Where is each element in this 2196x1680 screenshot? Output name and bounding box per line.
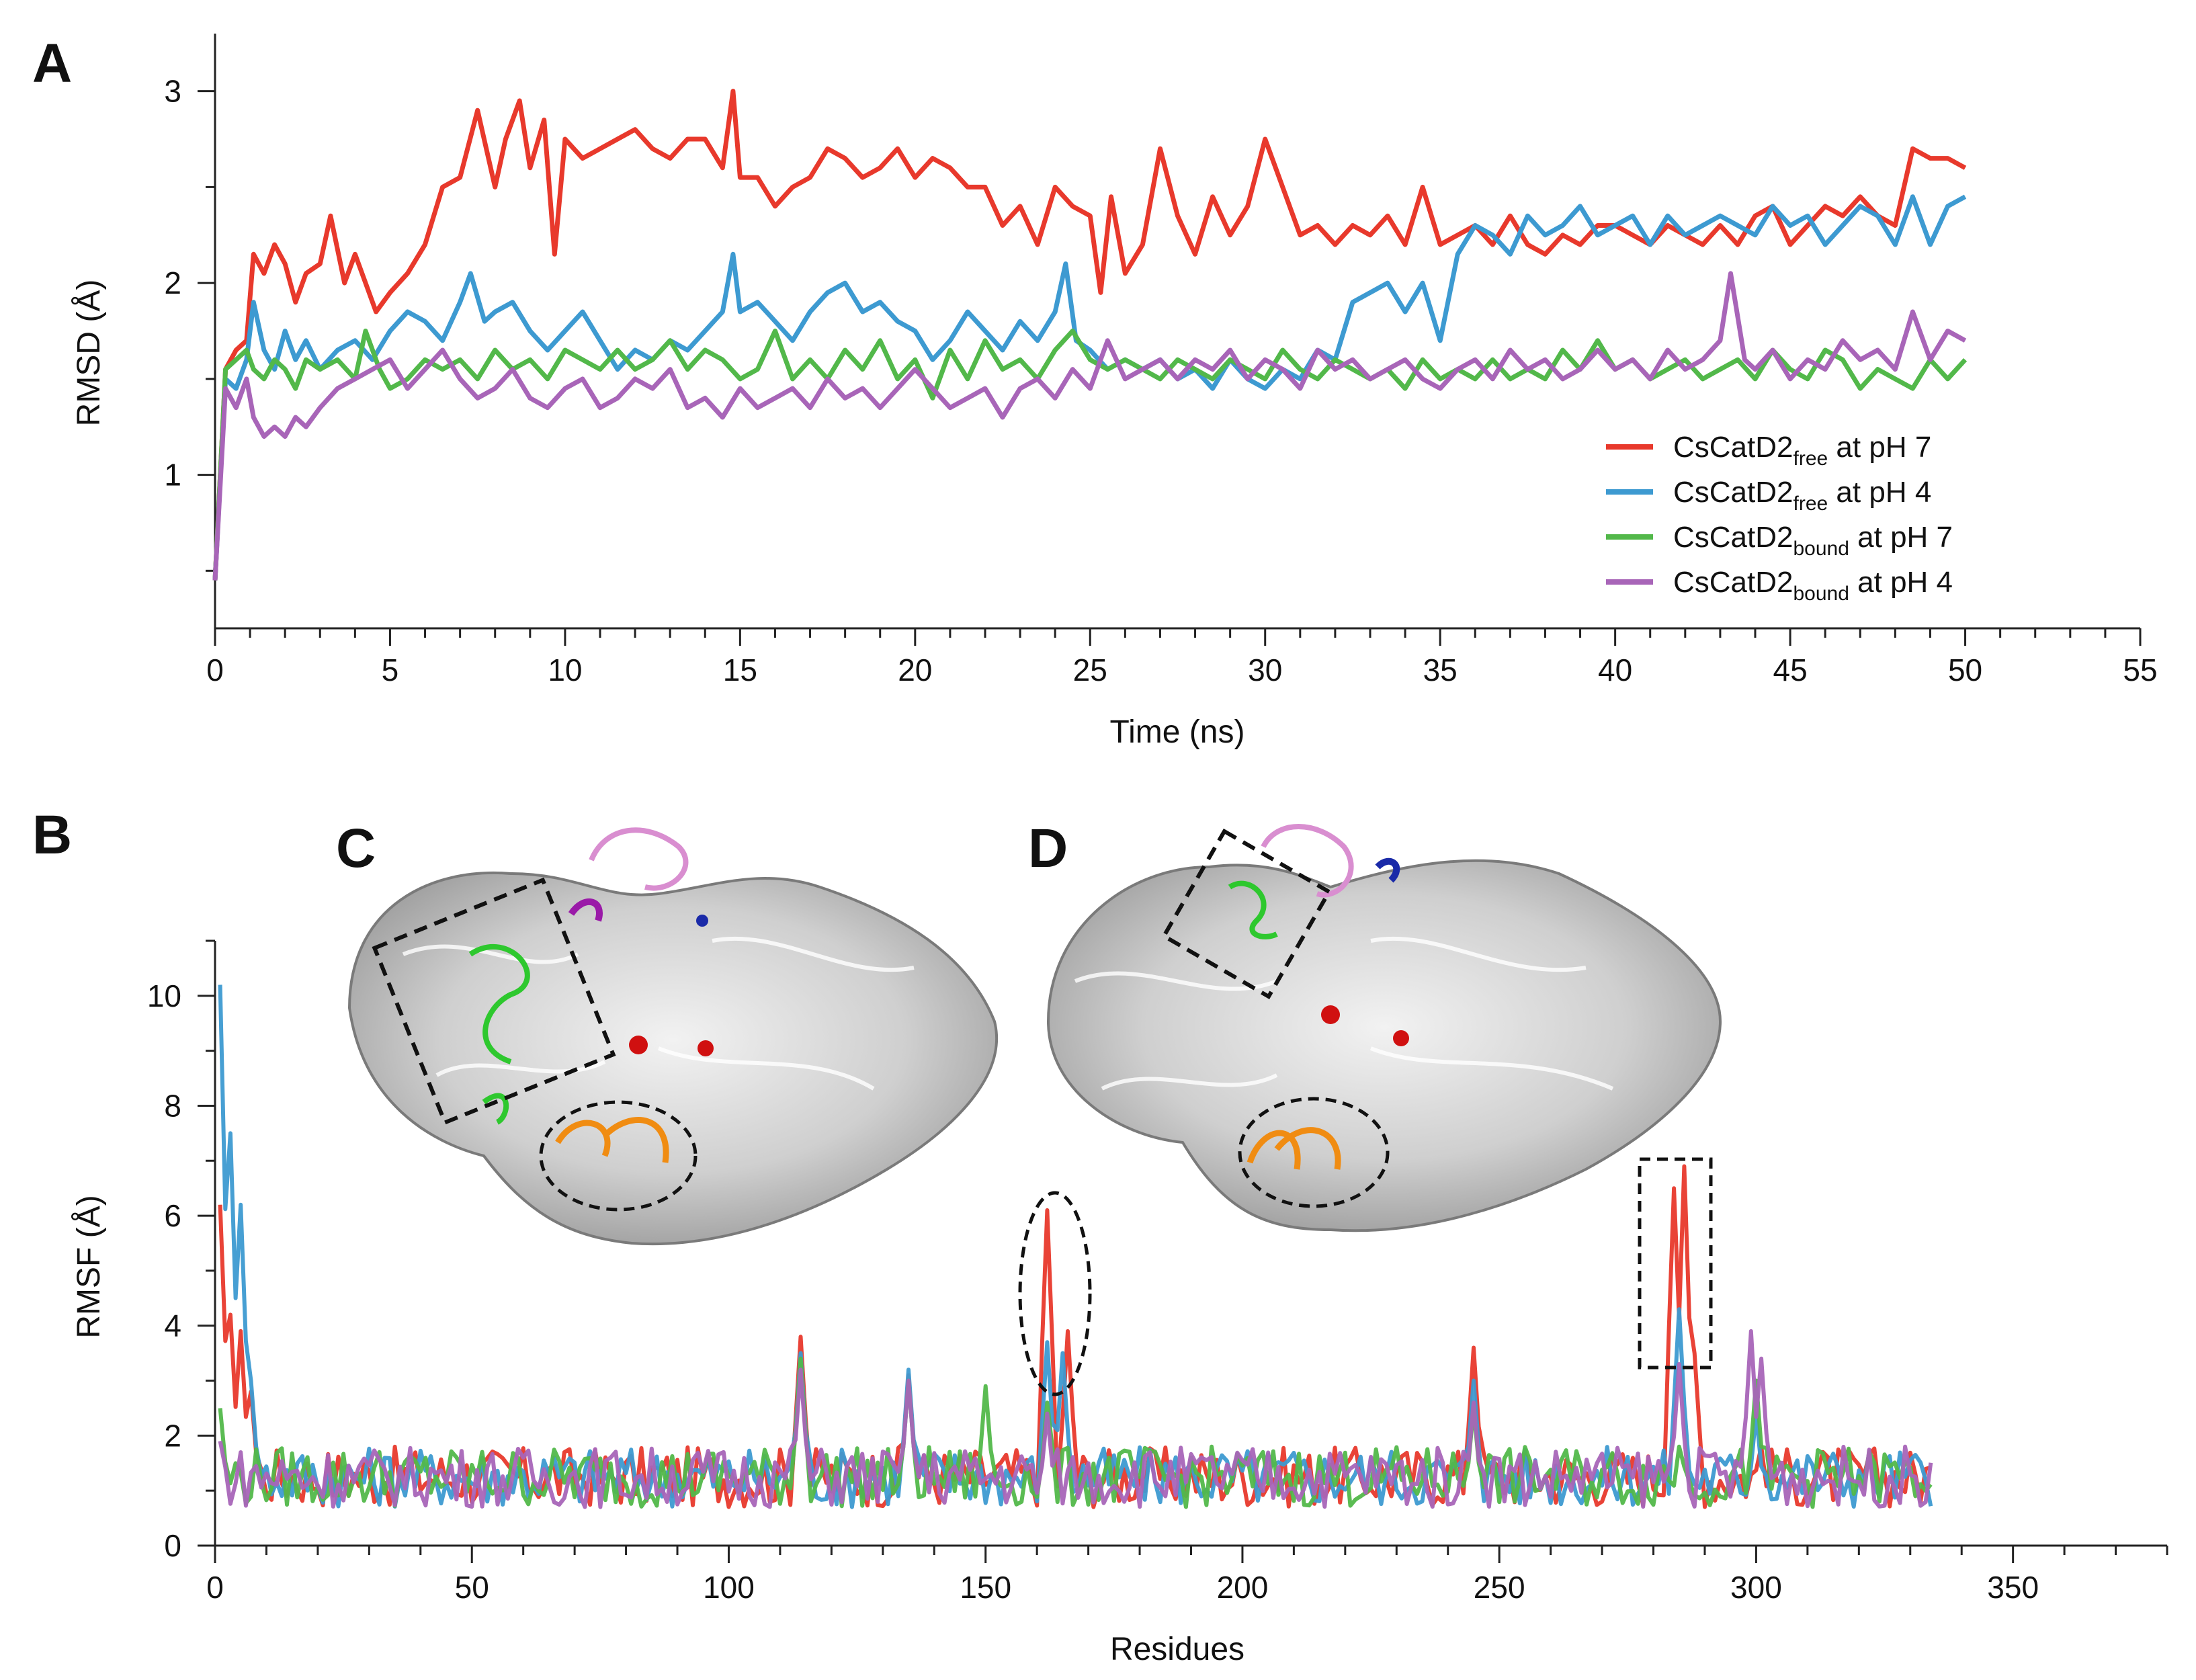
rmsd-x-tick-label: 5 bbox=[382, 653, 399, 687]
rmsf-y-tick-label: 2 bbox=[164, 1418, 181, 1453]
panel-letter-b: B bbox=[32, 804, 72, 866]
rmsd-x-tick-label: 55 bbox=[2123, 653, 2157, 687]
rmsf-y-axis-title: RMSF (Å) bbox=[71, 1195, 107, 1338]
rmsd-x-tick-label: 10 bbox=[548, 653, 582, 687]
structure-image-d bbox=[1046, 824, 1722, 1232]
rmsf-x-tick-label: 150 bbox=[960, 1570, 1011, 1605]
rmsf-series-line-4 bbox=[218, 1329, 1933, 1509]
rmsd-y-tick-label: 2 bbox=[164, 265, 181, 300]
rmsf-y-tick-label: 6 bbox=[164, 1198, 181, 1233]
rmsf-y-tick-label: 0 bbox=[164, 1528, 181, 1563]
rmsf-x-tick-label: 250 bbox=[1474, 1570, 1525, 1605]
rmsd-x-tick-label: 20 bbox=[898, 653, 932, 687]
rmsd-axes: 0 5 10 15 20 25 30 35 40 45 50 55 1 2 3 bbox=[164, 34, 2158, 687]
rmsf-highlight-ellipse bbox=[1018, 1191, 1092, 1396]
rmsf-x-tick-label: 200 bbox=[1217, 1570, 1269, 1605]
rmsd-x-tick-label: 35 bbox=[1423, 653, 1458, 687]
rmsd-series bbox=[212, 89, 1968, 581]
rmsd-series-line-2 bbox=[212, 194, 1967, 581]
rmsf-y-tick-label: 4 bbox=[164, 1308, 181, 1343]
rmsf-axes: 0 50 100 150 200 250 300 350 0 2 4 6 8 10 bbox=[147, 939, 2168, 1605]
panel-letter-c: C bbox=[336, 818, 376, 879]
rmsf-series bbox=[218, 984, 1933, 1509]
legend-label-2: CsCatD2free at pH 4 bbox=[1673, 476, 1931, 515]
rmsd-series-line-1 bbox=[212, 89, 1967, 581]
rmsd-x-tick-label: 50 bbox=[1948, 653, 1982, 687]
rmsd-y-tick-label: 3 bbox=[164, 74, 181, 109]
rmsf-series-line-1 bbox=[218, 1164, 1932, 1509]
rmsd-series-line-3 bbox=[212, 329, 1968, 581]
rmsd-x-tick-label: 25 bbox=[1073, 653, 1107, 687]
rmsf-highlight-rect bbox=[1638, 1157, 1713, 1370]
rmsf-x-tick-label: 0 bbox=[206, 1570, 224, 1605]
legend-label-3: CsCatD2bound at pH 7 bbox=[1673, 521, 1953, 560]
rmsd-chart: 0 5 10 15 20 25 30 35 40 45 50 55 1 2 3 Time (ns) RMSD… bbox=[71, 34, 2158, 750]
rmsd-x-tick-label: 45 bbox=[1773, 653, 1808, 687]
panel-letter-a: A bbox=[32, 33, 72, 94]
rmsf-x-tick-label: 50 bbox=[455, 1570, 489, 1605]
rmsf-x-tick-label: 300 bbox=[1730, 1570, 1782, 1605]
rmsd-legend: CsCatD2free at pH 7 CsCatD2free at pH 4 Cs… bbox=[1606, 431, 1953, 605]
rmsd-x-tick-label: 15 bbox=[723, 653, 757, 687]
rmsd-y-axis-title: RMSD (Å) bbox=[71, 280, 107, 427]
rmsd-x-tick-label: 30 bbox=[1248, 653, 1282, 687]
rmsd-series-line-4 bbox=[212, 271, 1967, 581]
rmsf-y-tick-label: 8 bbox=[164, 1088, 181, 1123]
legend-label-4: CsCatD2bound at pH 4 bbox=[1673, 566, 1953, 605]
rmsf-x-tick-label: 350 bbox=[1987, 1570, 2039, 1605]
rmsd-x-tick-label: 40 bbox=[1598, 653, 1632, 687]
rmsd-x-axis-title: Time (ns) bbox=[1110, 714, 1245, 750]
legend-label-1: CsCatD2free at pH 7 bbox=[1673, 431, 1931, 470]
rmsd-x-tick-label: 0 bbox=[206, 653, 224, 687]
rmsf-x-axis-title: Residues bbox=[1110, 1632, 1244, 1667]
rmsd-y-tick-label: 1 bbox=[164, 458, 181, 493]
rmsf-y-tick-label: 10 bbox=[147, 978, 181, 1013]
structure-image-c bbox=[347, 827, 999, 1246]
rmsf-x-tick-label: 100 bbox=[703, 1570, 755, 1605]
panel-letter-d: D bbox=[1028, 818, 1068, 879]
rmsf-chart: 0 50 100 150 200 250 300 350 0 2 4 6 8 10 Residues RM… bbox=[71, 939, 2168, 1667]
